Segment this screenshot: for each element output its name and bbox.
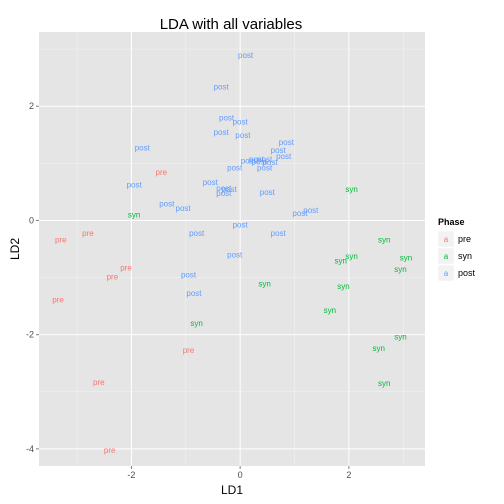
x-tick-label: 0	[238, 470, 243, 480]
point-post: post	[127, 180, 143, 189]
y-tick-label: -4	[26, 444, 34, 454]
point-syn: syn	[128, 211, 140, 220]
point-pre: pre	[82, 229, 94, 238]
point-syn: syn	[400, 254, 412, 263]
point-syn: syn	[337, 282, 349, 291]
point-pre: pre	[93, 378, 105, 387]
point-post: post	[235, 131, 251, 140]
point-post: post	[214, 82, 230, 91]
point-post: post	[271, 229, 287, 238]
y-axis-title: LD2	[8, 238, 22, 260]
point-post: post	[216, 189, 232, 198]
chart-title: LDA with all variables	[160, 16, 303, 33]
point-pre: pre	[52, 295, 64, 304]
point-post: post	[159, 199, 175, 208]
point-syn: syn	[190, 319, 202, 328]
point-post: post	[257, 163, 273, 172]
point-post: post	[233, 220, 249, 229]
point-syn: syn	[394, 265, 406, 274]
point-syn: syn	[378, 379, 390, 388]
x-tick-label: 2	[346, 470, 351, 480]
point-post: post	[135, 143, 151, 152]
y-tick-label: 2	[29, 101, 34, 111]
x-tick-label: -2	[127, 470, 135, 480]
point-post: post	[214, 128, 230, 137]
point-post: post	[186, 289, 202, 298]
point-post: post	[227, 163, 243, 172]
point-syn: syn	[345, 252, 357, 261]
legend-label-post: post	[458, 268, 476, 278]
point-post: post	[292, 209, 308, 218]
point-post: post	[260, 188, 276, 197]
legend-label-pre: pre	[458, 234, 471, 244]
legend-key-glyph-pre: a	[444, 235, 449, 244]
x-axis-title: LD1	[221, 483, 243, 497]
point-syn: syn	[258, 279, 270, 288]
point-pre: pre	[104, 446, 116, 455]
point-post: post	[233, 118, 249, 127]
point-syn: syn	[335, 256, 347, 265]
legend-label-syn: syn	[458, 251, 472, 261]
point-syn: syn	[345, 185, 357, 194]
point-syn: syn	[378, 235, 390, 244]
y-tick-label: 0	[29, 215, 34, 225]
point-syn: syn	[373, 344, 385, 353]
point-pre: pre	[107, 272, 119, 281]
legend-key-glyph-post: a	[444, 269, 449, 278]
point-pre: pre	[55, 235, 67, 244]
point-syn: syn	[394, 332, 406, 341]
y-tick-label: -2	[26, 330, 34, 340]
point-pre: pre	[156, 168, 168, 177]
plot-panel	[39, 32, 425, 466]
legend-key-glyph-syn: a	[444, 252, 449, 261]
point-syn: syn	[324, 306, 336, 315]
point-post: post	[276, 152, 292, 161]
legend-title: Phase	[438, 217, 465, 227]
point-post: post	[238, 51, 254, 60]
point-pre: pre	[120, 263, 132, 272]
point-post: post	[176, 204, 192, 213]
point-post: post	[189, 229, 205, 238]
point-post: post	[227, 251, 243, 260]
point-post: post	[181, 271, 197, 280]
point-pre: pre	[183, 346, 195, 355]
